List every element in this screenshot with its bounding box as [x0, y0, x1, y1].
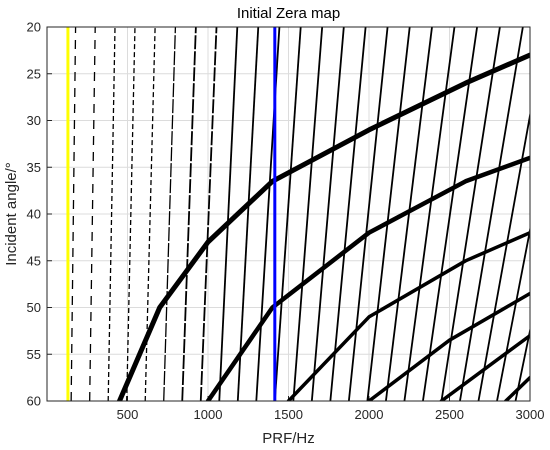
x-tick-label: 3000	[516, 407, 545, 422]
y-tick-label: 35	[27, 160, 41, 175]
eclipse-line	[347, 27, 389, 401]
plot-marks	[70, 27, 550, 401]
nadir-curve	[439, 333, 530, 401]
eclipse-line	[218, 27, 239, 401]
y-tick-label: 20	[27, 20, 41, 35]
eclipse-line	[273, 27, 302, 401]
eclipse-line	[403, 27, 456, 401]
x-tick-label: 1000	[194, 407, 223, 422]
plot-frame	[46, 26, 531, 402]
eclipse-line	[107, 27, 116, 401]
eclipse-line	[126, 27, 136, 401]
eclipse-line	[329, 27, 367, 401]
eclipse-line	[385, 27, 433, 401]
nadir-curve	[117, 52, 530, 401]
eclipse-line	[199, 27, 218, 401]
eclipse-line	[310, 27, 345, 401]
y-tick-label: 45	[27, 253, 41, 268]
x-tick-label: 2500	[435, 407, 464, 422]
eclipse-line	[496, 225, 530, 401]
eclipse-line	[163, 27, 177, 401]
y-axis-label: Incident angle/°	[3, 162, 20, 266]
eclipse-line	[459, 27, 524, 401]
eclipse-line	[144, 27, 156, 401]
eclipse-line	[70, 27, 77, 401]
nadir-curve	[504, 375, 530, 401]
nadir-curve	[367, 291, 530, 401]
eclipse-line	[477, 110, 530, 401]
eclipse-line	[366, 27, 411, 401]
y-tick-label: 50	[27, 300, 41, 315]
x-tick-label: 2000	[355, 407, 384, 422]
nadir-curve	[205, 155, 530, 401]
eclipse-line	[292, 27, 324, 401]
eclipse-line	[236, 27, 260, 401]
y-tick-label: 30	[27, 113, 41, 128]
tick-labels: 500 1000 1500 2000 2500 3000 20 25 30 35 40 45 50 55 6…	[27, 20, 545, 423]
x-tick-label: 500	[117, 407, 139, 422]
x-axis-label: PRF/Hz	[262, 430, 315, 447]
y-tick-label: 60	[27, 394, 41, 409]
eclipse-line	[181, 27, 197, 401]
y-tick-label: 40	[27, 207, 41, 222]
y-tick-label: 55	[27, 347, 41, 362]
eclipse-line	[89, 27, 96, 401]
eclipse-line	[534, 27, 550, 401]
chart-title: Initial Zera map	[237, 5, 340, 22]
y-tick-label: 25	[27, 66, 41, 81]
eclipse-line	[422, 27, 478, 401]
x-tick-label: 1500	[274, 407, 303, 422]
prf-marker-lines	[66, 27, 277, 401]
nadir-curve	[286, 230, 530, 401]
